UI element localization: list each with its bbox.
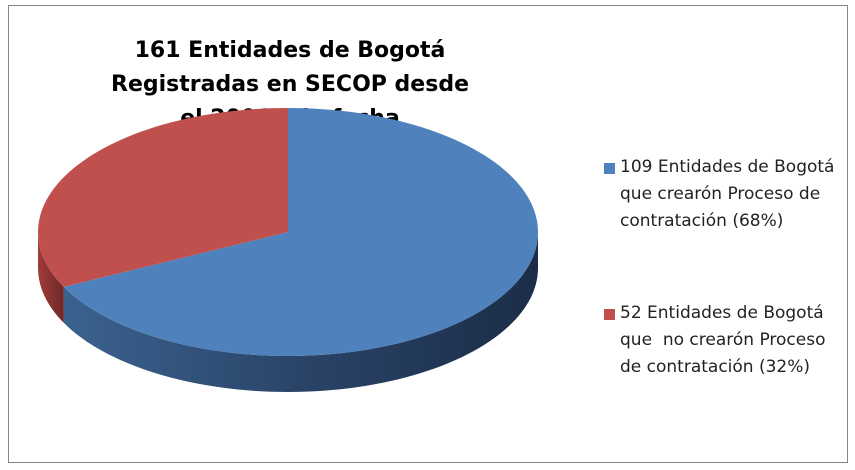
pie-slice: [63, 108, 538, 356]
pie-slice-side: [38, 232, 64, 323]
legend-swatch: [604, 163, 615, 174]
pie-slice-side: [63, 232, 538, 392]
legend-label: 52 Entidades de Bogotá que no crearón Pr…: [620, 303, 831, 377]
legend-label: 109 Entidades de Bogotá que crearón Proc…: [620, 157, 840, 231]
legend-swatch: [604, 309, 615, 320]
pie-slice: [38, 108, 289, 287]
chart-frame: [8, 5, 848, 463]
